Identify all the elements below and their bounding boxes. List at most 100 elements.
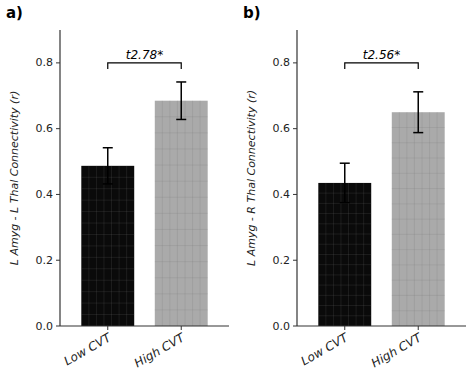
bar-texture-line <box>318 203 371 204</box>
bar-texture-line <box>406 112 407 326</box>
bar-texture-line <box>81 200 134 201</box>
bar-texture-line <box>414 112 415 326</box>
bar-texture-line <box>333 183 334 326</box>
bar-texture-line <box>348 183 349 326</box>
error-bar-cap <box>340 162 350 164</box>
bar-texture-line <box>340 183 341 326</box>
error-bar-cap <box>176 81 186 83</box>
error-bar-stem <box>107 148 109 184</box>
y-tick-label: 0.8 <box>273 56 291 69</box>
bar-texture-line <box>318 213 371 214</box>
bar-texture-line <box>318 285 371 286</box>
bracket-line <box>345 63 418 69</box>
bar-texture-line <box>318 305 371 306</box>
error-bar-cap <box>413 132 423 134</box>
bar-texture-line <box>392 264 445 265</box>
bar-texture-line <box>155 309 208 310</box>
error-bar-cap <box>176 119 186 121</box>
bar-texture-line <box>155 277 208 278</box>
y-axis-label: L Amyg - L Thal Connectivity (r) <box>8 91 21 265</box>
bar-texture-line <box>392 173 445 174</box>
bar-texture-line <box>392 142 445 143</box>
y-axis-label: L Amyg - R Thal Connectivity (r) <box>245 90 258 266</box>
panel-label: a) <box>6 4 23 22</box>
error-bar-stem <box>417 92 419 133</box>
y-tick <box>293 128 297 129</box>
bar-texture-line <box>81 314 134 315</box>
bar-texture-line <box>155 181 208 182</box>
y-tick-label: 0.0 <box>273 320 291 333</box>
bar-texture-line <box>200 101 201 326</box>
error-bar-stem <box>180 82 182 119</box>
y-tick <box>293 194 297 195</box>
bar-texture-line <box>392 310 445 311</box>
bar-texture-line <box>155 132 208 133</box>
bar-texture-line <box>81 303 134 304</box>
significance-bracket <box>108 63 181 69</box>
y-tick <box>56 62 60 63</box>
error-bar-stem <box>344 163 346 202</box>
x-tick-label: Low CVT <box>299 330 352 369</box>
bar-texture-line <box>103 166 104 326</box>
bar-texture <box>318 183 371 326</box>
bar-texture-line <box>169 101 170 326</box>
error-bar-cap <box>103 183 113 185</box>
bar-texture-line <box>155 165 208 166</box>
bar-texture-line <box>119 166 120 326</box>
error-bar <box>340 163 350 202</box>
bar-texture-line <box>392 280 445 281</box>
bar-texture-line <box>429 112 430 326</box>
bar-texture-line <box>318 264 371 265</box>
bar <box>318 183 371 326</box>
y-tick <box>293 326 297 327</box>
bar-texture <box>81 166 134 326</box>
bar-texture-line <box>155 293 208 294</box>
x-axis-line <box>297 325 466 326</box>
error-bar <box>413 92 423 133</box>
bar-texture-line <box>318 254 371 255</box>
bar-texture-line <box>392 295 445 296</box>
bar <box>81 166 134 326</box>
y-tick-label: 0.4 <box>273 188 291 201</box>
chart: t2.78*0.00.20.40.60.8Low CVTHigh CVTL Am… <box>0 0 474 388</box>
y-tick <box>293 62 297 63</box>
bar-texture-line <box>392 158 445 159</box>
bar-texture-line <box>177 101 178 326</box>
bar-texture-line <box>126 166 127 326</box>
bar-texture-line <box>81 291 134 292</box>
bar-texture-line <box>318 244 371 245</box>
bar-texture-line <box>399 112 400 326</box>
bar-texture-line <box>155 213 208 214</box>
x-tick <box>344 326 345 330</box>
x-tick <box>418 326 419 330</box>
bar-texture-line <box>318 295 371 296</box>
bar-texture-line <box>318 223 371 224</box>
bar-texture-line <box>356 183 357 326</box>
y-tick <box>56 326 60 327</box>
bar-texture-line <box>318 274 371 275</box>
bar <box>392 112 445 326</box>
bar-texture-line <box>155 197 208 198</box>
plot-area <box>81 82 207 326</box>
bar-texture-line <box>155 261 208 262</box>
bar-texture <box>392 112 445 326</box>
bar-texture-line <box>81 188 134 189</box>
bar-texture-line <box>81 223 134 224</box>
bar-texture-line <box>392 234 445 235</box>
bar-texture-line <box>111 166 112 326</box>
bar-texture-line <box>81 234 134 235</box>
y-tick-label: 0.2 <box>273 254 291 267</box>
bar-texture-line <box>81 211 134 212</box>
y-tick-label: 0.6 <box>36 122 54 135</box>
stat-label: t2.78* <box>126 48 163 62</box>
error-bar <box>103 148 113 184</box>
bar-texture-line <box>318 234 371 235</box>
significance-bracket <box>345 63 418 69</box>
panel: t2.56*0.00.20.40.60.8Low CVTHigh CVTL Am… <box>245 30 466 370</box>
error-bar-cap <box>413 91 423 93</box>
bar-texture-line <box>185 101 186 326</box>
y-tick <box>56 128 60 129</box>
stat-label: t2.56* <box>363 48 400 62</box>
bar-texture-line <box>81 245 134 246</box>
bar-texture-line <box>162 101 163 326</box>
